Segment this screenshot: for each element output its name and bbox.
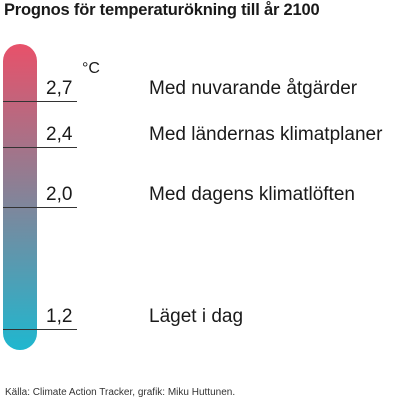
scenario-label: Med ländernas klimatplaner [149, 123, 383, 145]
source-note: Källa: Climate Action Tracker, grafik: M… [5, 387, 236, 398]
tick-label: 1,2 [46, 306, 73, 327]
chart-title: Prognos för temperaturökning till år 210… [4, 1, 320, 19]
tick-label: 2,0 [46, 184, 73, 206]
scenario-label: Läget i dag [149, 306, 244, 327]
scenario-label: Med dagens klimatlöften [149, 184, 355, 206]
scenario-label: Med nuvarande åtgärder [149, 78, 358, 99]
tick-line [3, 207, 77, 209]
tick-line [3, 101, 77, 102]
tick-label: 2,7 [46, 78, 73, 99]
tick-label: 2,4 [46, 123, 73, 145]
unit-label: °C [82, 60, 100, 77]
tick-line [3, 146, 77, 148]
tick-line [3, 329, 77, 330]
thermometer-bar [3, 44, 37, 350]
